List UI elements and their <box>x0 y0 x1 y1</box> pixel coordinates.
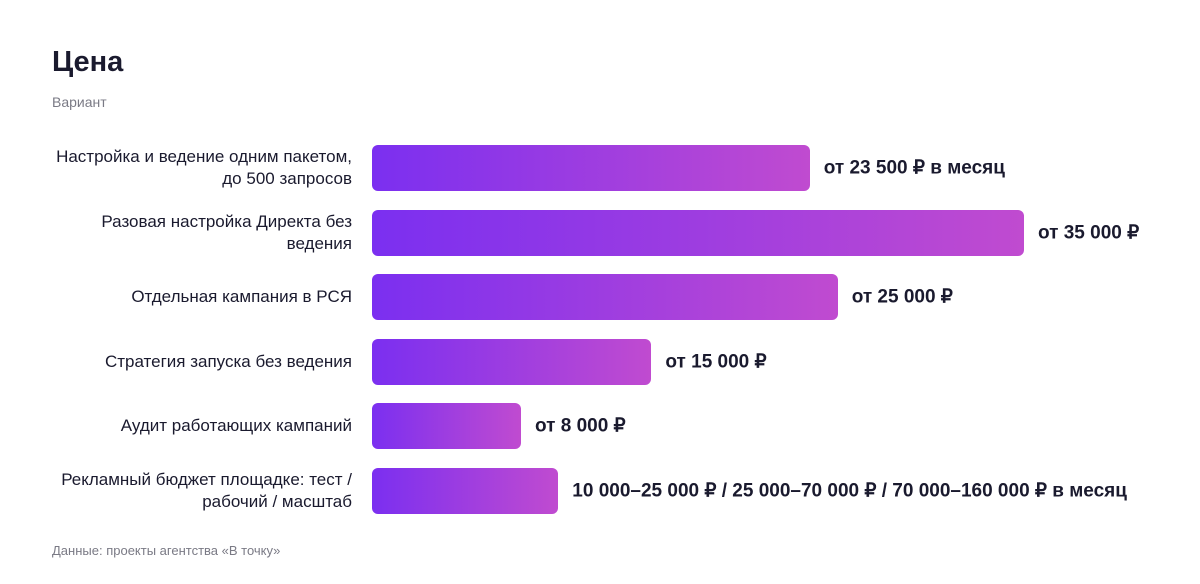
bar <box>372 274 838 321</box>
source-note: Данные: проекты агентства «В точку» <box>52 543 281 558</box>
value-label: 10 000–25 000 ₽ / 25 000–70 000 ₽ / 70 0… <box>572 480 1127 502</box>
category-label: Отдельная кампания в РСЯ <box>131 287 352 307</box>
bar <box>372 403 522 450</box>
bar <box>372 468 559 514</box>
bar <box>372 338 652 385</box>
axis-label: Вариант <box>52 94 107 110</box>
category-label: Рекламный бюджет площадке: тест / рабочи… <box>61 470 352 511</box>
category-label: Настройка и ведение одним пакетом, до 50… <box>56 147 352 188</box>
value-label: от 8 000 ₽ <box>535 415 626 437</box>
category-label: Разовая настройка Директа без ведения <box>101 211 352 253</box>
value-label: от 23 500 ₽ в месяц <box>823 157 1005 179</box>
chart-title: Цена <box>52 46 124 78</box>
bar <box>372 145 810 191</box>
category-label: Стратегия запуска без ведения <box>104 351 352 371</box>
value-label: от 25 000 ₽ <box>851 286 953 308</box>
category-label: Аудит работающих кампаний <box>120 416 352 436</box>
value-label: от 15 000 ₽ <box>665 351 767 373</box>
bar <box>372 209 1024 256</box>
value-label: от 35 000 ₽ <box>1038 222 1140 244</box>
